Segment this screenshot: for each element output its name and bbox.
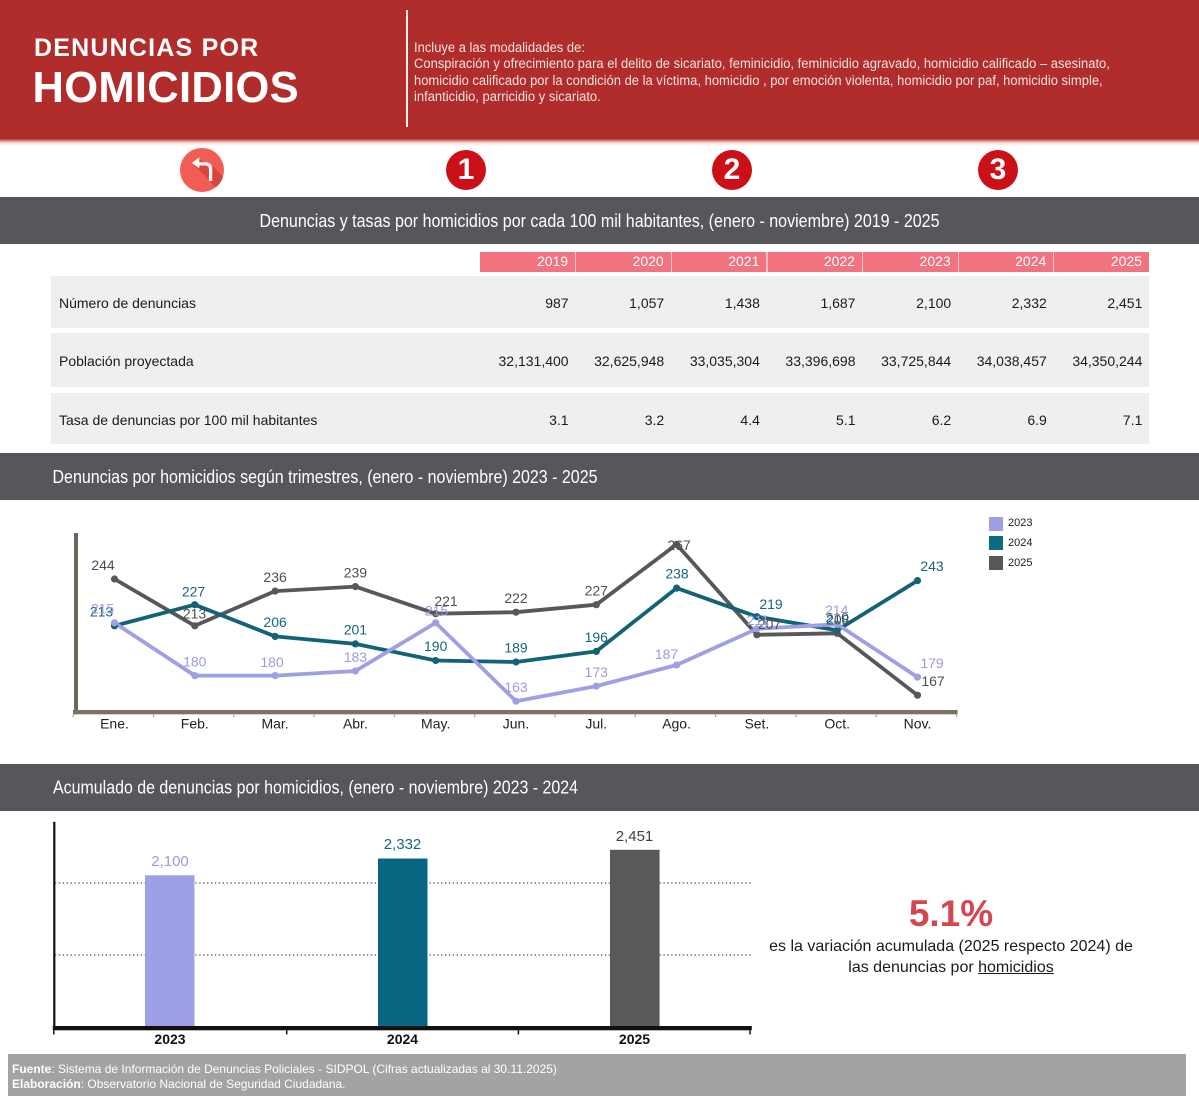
- svg-text:227: 227: [585, 583, 609, 599]
- svg-text:210: 210: [826, 610, 850, 626]
- svg-text:179: 179: [920, 655, 944, 671]
- svg-text:215: 215: [91, 601, 115, 617]
- svg-text:213: 213: [183, 606, 207, 622]
- svg-text:189: 189: [504, 640, 528, 656]
- svg-text:213: 213: [90, 604, 114, 620]
- svg-text:227: 227: [182, 584, 206, 600]
- svg-text:Feb.: Feb.: [181, 716, 209, 732]
- svg-text:Jul.: Jul.: [585, 716, 607, 732]
- svg-text:Set.: Set.: [744, 716, 769, 732]
- svg-text:244: 244: [91, 557, 115, 573]
- svg-text:190: 190: [424, 638, 448, 654]
- svg-text:215: 215: [425, 603, 449, 619]
- svg-text:214: 214: [825, 602, 849, 618]
- svg-text:187: 187: [655, 646, 679, 662]
- svg-text:238: 238: [665, 566, 689, 582]
- svg-text:Mar.: Mar.: [261, 716, 288, 732]
- svg-text:Denuncias y tasas por homicidi: Denuncias y tasas por homicidios por cad…: [260, 211, 940, 231]
- svg-text:211: 211: [747, 612, 770, 628]
- svg-text:267: 267: [667, 537, 691, 553]
- svg-text:Ago.: Ago.: [662, 716, 691, 732]
- svg-text:183: 183: [344, 649, 368, 665]
- svg-text:180: 180: [260, 654, 284, 670]
- svg-text:Denuncias por homicidios según: Denuncias por homicidios según trimestre…: [53, 467, 598, 487]
- svg-text:206: 206: [263, 614, 287, 630]
- svg-text:219: 219: [759, 596, 783, 612]
- svg-text:222: 222: [504, 590, 528, 606]
- svg-text:May.: May.: [421, 716, 450, 732]
- svg-text:239: 239: [344, 565, 368, 581]
- svg-text:201: 201: [344, 622, 368, 638]
- svg-text:Nov.: Nov.: [904, 716, 932, 732]
- svg-text:Abr.: Abr.: [343, 716, 368, 732]
- svg-text:173: 173: [585, 664, 609, 680]
- svg-text:Jun.: Jun.: [503, 716, 529, 732]
- svg-text:Oct.: Oct.: [824, 716, 850, 732]
- svg-text:208: 208: [826, 612, 850, 628]
- svg-text:207: 207: [758, 616, 782, 632]
- svg-text:Acumulado de denuncias por hom: Acumulado de denuncias por homicidios, (…: [53, 778, 578, 798]
- svg-text:Ene.: Ene.: [100, 716, 129, 732]
- svg-text:180: 180: [183, 654, 207, 670]
- svg-text:236: 236: [263, 569, 287, 585]
- svg-text:163: 163: [504, 679, 528, 695]
- svg-text:243: 243: [920, 558, 944, 574]
- svg-text:167: 167: [921, 673, 945, 689]
- svg-text:196: 196: [585, 629, 609, 645]
- svg-text:221: 221: [434, 593, 458, 609]
